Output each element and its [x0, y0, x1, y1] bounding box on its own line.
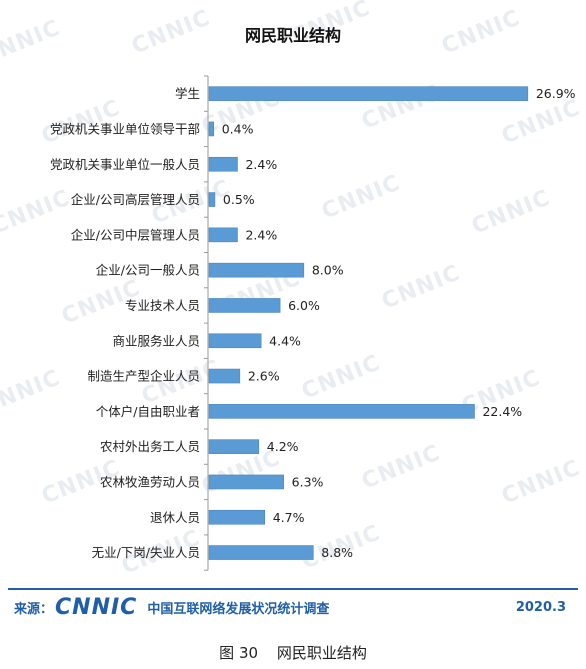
data-label: 4.4% [269, 333, 301, 348]
figure-number: 图 30 [219, 644, 259, 662]
category-label: 学生 [175, 86, 200, 101]
bar [208, 509, 266, 525]
data-label: 4.7% [273, 510, 305, 525]
bar [208, 298, 281, 313]
category-label: 企业/公司一般人员 [96, 263, 200, 278]
category-label: 农村外出务工人员 [100, 439, 200, 454]
source-label: 来源： [14, 601, 54, 617]
footer-date: 2020.3 [515, 599, 566, 615]
data-label: 26.9% [536, 86, 576, 101]
data-label: 2.6% [248, 369, 280, 384]
category-label: 企业/公司中层管理人员 [71, 227, 200, 242]
category-label: 农林牧渔劳动人员 [100, 474, 200, 489]
data-label: 8.0% [312, 263, 344, 278]
data-label: 2.4% [245, 157, 277, 172]
cnnic-logo: CNNIC [55, 594, 138, 620]
bar [208, 192, 216, 207]
bar [208, 86, 529, 101]
category-label: 企业/公司高层管理人员 [71, 192, 200, 207]
data-label: 6.3% [292, 474, 324, 489]
data-label: 8.8% [321, 545, 353, 560]
category-label: 党政机关事业单位领导干部 [50, 121, 200, 136]
data-label: 4.2% [267, 439, 299, 454]
bar [208, 156, 238, 172]
bar [208, 439, 260, 454]
bar [208, 333, 262, 349]
bar [208, 121, 215, 137]
bar [208, 545, 314, 560]
bar-chart: 学生 26.9% 党政机关事业单位领导干部 0.4% 党政机关事业单位一般人员 2.4% 企… [50, 75, 576, 571]
category-label: 无业/下岗/失业人员 [92, 545, 200, 560]
chart-footer: 来源： CNNIC 中国互联网络发展状况统计调查 2020.3 [14, 594, 566, 620]
data-label: 0.5% [223, 192, 255, 207]
chart-title: 网民职业结构 [244, 26, 341, 45]
figure-caption-text: 网民职业结构 [276, 644, 367, 662]
report-name: 中国互联网络发展状况统计调查 [147, 601, 330, 617]
data-label: 0.4% [222, 121, 254, 136]
bar [208, 262, 305, 278]
data-label: 2.4% [245, 227, 277, 242]
category-label: 制造生产型企业人员 [87, 369, 200, 384]
bar [208, 368, 241, 384]
category-label: 专业技术人员 [125, 298, 200, 313]
data-label: 6.0% [288, 298, 320, 313]
bar [208, 227, 238, 243]
data-label: 22.4% [482, 404, 522, 419]
category-label: 退休人员 [150, 510, 200, 525]
chart-frame: CNNIC CNNIC CNNIC CNNIC CNNIC CNNIC CNNIC CNNIC… [0, 0, 584, 620]
bar [208, 404, 475, 419]
bar [208, 474, 284, 490]
category-label: 党政机关事业单位一般人员 [50, 157, 200, 172]
category-label: 个体户/自由职业者 [96, 404, 200, 419]
figure-caption: 图 30 网民职业结构 [0, 642, 586, 663]
category-label: 商业服务业人员 [112, 333, 200, 348]
footer-divider [8, 588, 578, 590]
